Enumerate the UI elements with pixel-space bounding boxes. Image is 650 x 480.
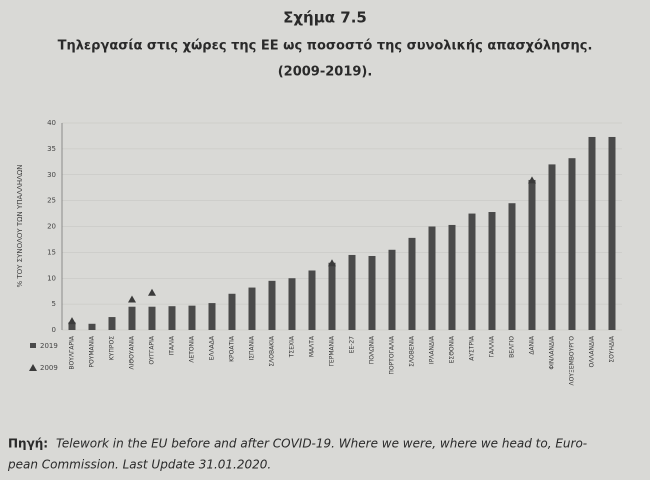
bar <box>568 158 576 330</box>
bar <box>248 287 256 330</box>
bar <box>348 254 356 330</box>
x-tick-label: ΠΟΡΤΟΓΑΛΙΑ <box>389 335 396 375</box>
bar <box>328 262 336 330</box>
chart-subtitle: (2009-2019). <box>278 65 373 80</box>
x-tick-label: ΜΑΛΤΑ <box>309 335 316 357</box>
bar <box>388 249 396 330</box>
x-tick-label: ΑΥΣΤΡΙΑ <box>469 335 476 361</box>
bar <box>448 224 456 330</box>
bar <box>608 136 616 330</box>
x-tick-label: ΓΕΡΜΑΝΙΑ <box>329 335 336 366</box>
bar <box>88 323 96 330</box>
x-tick-label: ΕΣΘΟΝΙΑ <box>449 335 456 363</box>
bar <box>108 317 116 330</box>
source-text: Telework in the EU before and after COVI… <box>56 437 587 451</box>
bar <box>148 306 156 330</box>
bar <box>408 237 416 330</box>
x-tick-label: ΓΑΛΛΙΑ <box>489 335 496 357</box>
x-tick-label: ΙΤΑΛΙΑ <box>169 335 176 355</box>
y-tick-label: 15 <box>47 248 56 256</box>
bar <box>488 212 496 330</box>
bar <box>208 303 216 330</box>
y-tick-label: 10 <box>47 274 56 282</box>
chart-title: Σχήμα 7.5 <box>283 9 367 27</box>
x-tick-label: ΣΛΟΒΑΚΙΑ <box>269 335 276 367</box>
bar <box>588 136 596 330</box>
marker-triangle <box>528 176 536 184</box>
x-tick-label: ΦΙΝΛΑΝΔΙΑ <box>549 335 556 370</box>
legend-swatch <box>30 343 36 348</box>
x-tick-label: ΒΟΥΛΓΑΡΙΑ <box>69 335 76 369</box>
bar <box>228 293 236 330</box>
bar <box>288 278 296 330</box>
x-tick-label: ΚΥΠΡΟΣ <box>109 336 116 360</box>
y-tick-label: 25 <box>47 197 56 205</box>
marker-triangle <box>68 317 76 325</box>
y-tick-label: 30 <box>47 171 56 179</box>
x-tick-label: ΟΥΓΓΑΡΙΑ <box>149 335 156 365</box>
bar <box>128 306 136 330</box>
x-tick-label: ΛΟΥΞΕΜΒΟΥΡΓΟ <box>569 336 576 386</box>
bar <box>168 306 176 330</box>
bar <box>68 322 76 330</box>
x-tick-label: ΣΟΥΗΔΙΑ <box>609 335 616 363</box>
bar <box>468 213 476 330</box>
source-label: Πηγή: <box>8 437 48 451</box>
x-tick-label: ΛΕΤΟΝΙΑ <box>189 335 196 363</box>
legend-label: 2009 <box>40 364 58 372</box>
y-tick-label: 20 <box>47 223 56 231</box>
legend-label: 2019 <box>40 342 58 350</box>
source-text: pean Commission. Last Update 31.01.2020. <box>7 458 271 472</box>
y-tick-label: 40 <box>47 119 56 127</box>
y-axis-label: % ΤΟΥ ΣΥΝΟΛΟΥ ΤΩΝ ΥΠΑΛΛΗΛΩΝ <box>16 164 24 287</box>
bar <box>308 270 316 330</box>
marker-triangle <box>148 288 156 296</box>
y-tick-label: 35 <box>47 145 56 153</box>
x-tick-label: ΟΛΛΑΝΔΙΑ <box>589 335 596 367</box>
chart-subtitle: Τηλεργασία στις χώρες της ΕΕ ως ποσοστό … <box>58 39 593 54</box>
bar <box>188 305 196 330</box>
bar <box>368 255 376 330</box>
bar <box>268 280 276 330</box>
x-tick-label: ΙΡΛΑΝΔΙΑ <box>429 335 436 364</box>
x-tick-label: ΒΕΛΓΙΟ <box>509 336 516 358</box>
bar <box>528 179 536 330</box>
y-tick-label: 0 <box>52 326 56 334</box>
x-tick-label: ΣΛΟΒΕΝΙΑ <box>409 335 416 367</box>
x-tick-label: ΡΟΥΜΑΝΙΑ <box>89 335 96 368</box>
x-tick-label: ΕΕ-27 <box>349 336 356 354</box>
marker-triangle <box>128 295 136 303</box>
x-tick-label: ΙΣΠΑΝΙΑ <box>249 335 256 360</box>
bar <box>428 226 436 330</box>
marker-triangle <box>328 259 336 267</box>
x-tick-label: ΚΡΟΑΤΙΑ <box>229 335 236 362</box>
bar <box>548 164 556 330</box>
legend-swatch <box>29 364 37 371</box>
x-tick-label: ΤΣΕΧΙΑ <box>289 335 296 358</box>
x-tick-label: ΛΙΘΟΥΑΝΙΑ <box>129 335 136 369</box>
x-tick-label: ΠΟΛΩΝΙΑ <box>369 335 376 364</box>
bar <box>508 203 516 330</box>
x-tick-label: ΕΛΛΑΔΑ <box>209 335 216 360</box>
x-tick-label: ΔΑΝΙΑ <box>529 335 536 354</box>
y-tick-label: 5 <box>52 300 56 308</box>
